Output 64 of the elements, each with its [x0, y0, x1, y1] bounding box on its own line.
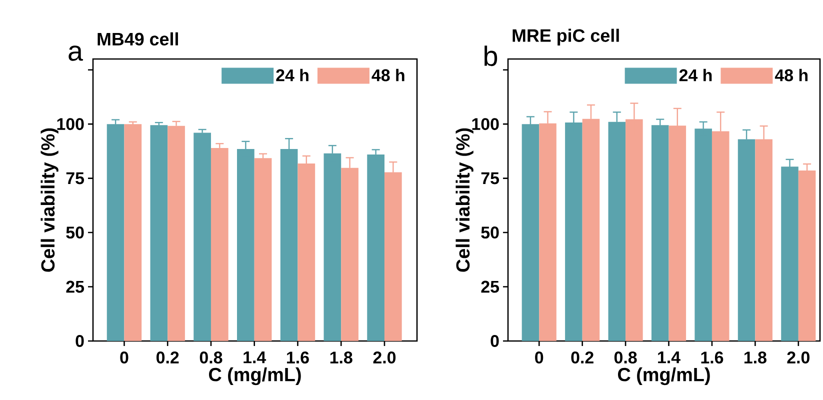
text: a	[68, 46, 83, 61]
x-tick-label: 1.6	[701, 352, 724, 364]
bar	[781, 166, 798, 341]
bar	[384, 172, 402, 341]
chart-title: MRE piC cell	[512, 28, 619, 46]
x-tick-label: 0	[120, 352, 128, 364]
x-tick-label: 1.6	[287, 352, 309, 364]
bar	[565, 122, 582, 341]
legend-label: 48 h	[372, 68, 404, 82]
bar	[582, 118, 600, 341]
y-tick-label: 75	[481, 172, 500, 184]
bar	[651, 125, 669, 341]
bar	[210, 148, 228, 341]
y-axis-title: Cell viability (%)	[456, 128, 474, 272]
bar	[124, 124, 142, 341]
y-tick-label: 100	[472, 118, 499, 130]
legend-label: 48 h	[774, 68, 808, 82]
bar	[798, 170, 816, 341]
x-tick-label: 0.8	[200, 352, 222, 364]
bar	[324, 153, 342, 341]
bar	[341, 168, 358, 341]
bar	[194, 132, 211, 341]
x-tick-label: 0.2	[571, 352, 594, 364]
bar	[522, 124, 540, 341]
x-tick-label: 0	[535, 352, 544, 364]
y-tick-label: 50	[66, 226, 84, 239]
x-tick-label: 2.0	[373, 352, 396, 364]
bar	[106, 124, 124, 341]
x-tick-label: 0.2	[156, 352, 179, 364]
x-tick-label: 0.8	[614, 352, 637, 364]
legend-label: 24 h	[276, 68, 308, 82]
bar	[608, 122, 626, 341]
bar	[280, 149, 298, 341]
bar	[254, 158, 272, 341]
x-tick-label: 1.4	[658, 352, 680, 364]
bar	[539, 123, 556, 341]
bar	[738, 139, 756, 341]
x-axis-title: C (mg/mL)	[208, 367, 301, 386]
bar	[367, 154, 384, 341]
legend-label: 24 h	[679, 68, 712, 82]
y-tick-label: 0	[490, 335, 499, 347]
bar	[668, 126, 686, 341]
x-tick-label: 2.0	[787, 352, 810, 364]
y-tick-label: 50	[481, 226, 499, 239]
bar	[298, 164, 316, 341]
text: b	[484, 46, 498, 66]
y-tick-label: 0	[76, 335, 84, 347]
x-axis-title: C (mg/mL)	[618, 367, 710, 386]
x-tick-label: 1.8	[330, 352, 352, 364]
chart-title: MB49 cell	[98, 32, 178, 46]
bar	[755, 139, 772, 341]
bar	[150, 125, 168, 341]
bar	[168, 126, 185, 341]
y-tick-label: 25	[66, 280, 84, 293]
y-tick-label: 75	[66, 172, 84, 184]
x-tick-label: 1.4	[244, 352, 266, 364]
x-tick-label: 1.8	[744, 352, 766, 364]
bar	[626, 119, 643, 341]
bar	[237, 149, 254, 341]
y-axis-title: Cell viability (%)	[40, 128, 58, 272]
bar	[694, 128, 712, 341]
y-tick-label: 25	[481, 280, 500, 293]
y-tick-label: 100	[57, 118, 84, 130]
bar	[712, 131, 730, 341]
